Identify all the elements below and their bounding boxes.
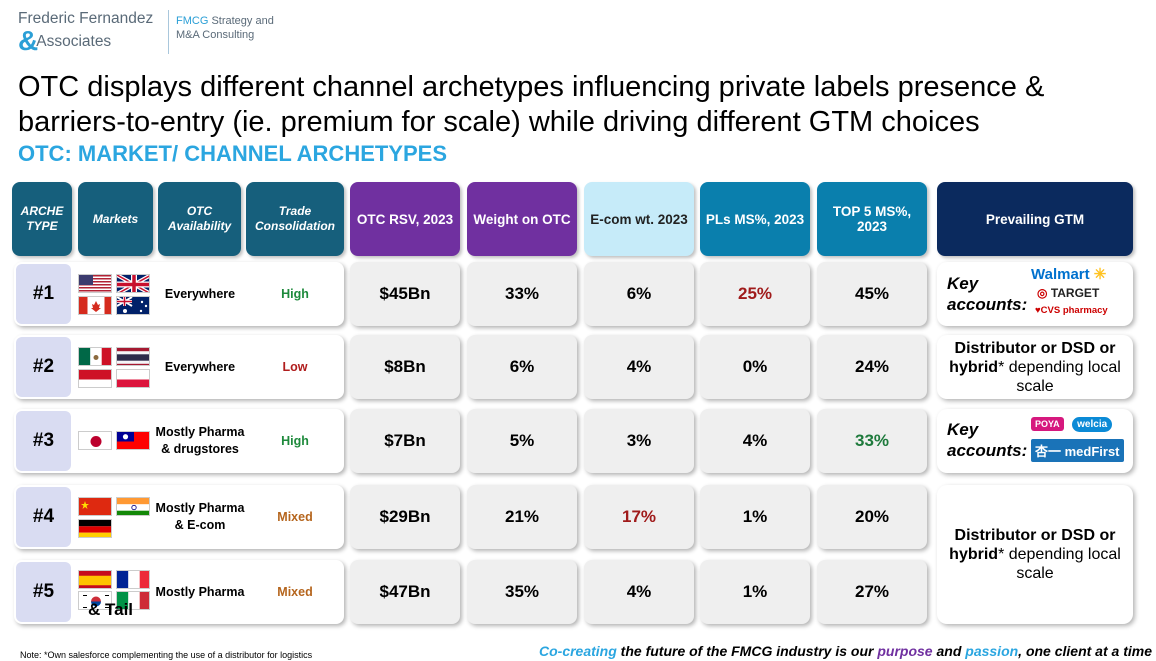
- header-gtm: Prevailing GTM: [937, 182, 1133, 256]
- gtm-bold-text: Distributor or DSD or hybrid: [949, 527, 1116, 563]
- pls-cell: 4%: [700, 409, 810, 473]
- header-pls: PLs MS%, 2023: [700, 182, 810, 256]
- top5-cell: 24%: [817, 335, 927, 399]
- medfirst-logo: 杏一 medFirst: [1031, 439, 1124, 462]
- row-2-archetype: #2 Everywhere Low: [14, 335, 344, 399]
- consolidation-value: High: [281, 434, 309, 448]
- row-4-archetype: #4 Mostly Pharma & E-com Mixed: [14, 485, 344, 549]
- india-flag-icon: [116, 497, 150, 516]
- consolidation-value: Mixed: [277, 585, 313, 599]
- logo-name-line1: Frederic Fernandez: [18, 10, 154, 27]
- walmart-logo: Walmart ✳: [1031, 266, 1107, 283]
- footnote: Note: *Own salesforce complementing the …: [20, 650, 313, 660]
- pls-cell: 1%: [700, 560, 810, 624]
- key-accounts-label: Key accounts:: [947, 420, 1028, 460]
- archetype-number: #4: [16, 487, 71, 547]
- rsv-cell: $45Bn: [350, 262, 460, 326]
- availability-value: Mostly Pharma: [155, 584, 245, 599]
- germany-flag-icon: [78, 519, 112, 538]
- logo-tag-line1: Strategy and: [208, 15, 274, 27]
- gtm-rest-text: * depending local scale: [998, 358, 1121, 395]
- page-subtitle: OTC: MARKET/ CHANNEL ARCHETYPES: [18, 141, 448, 166]
- logo-name-line2: Associates: [36, 33, 112, 50]
- spain-flag-icon: [78, 570, 112, 589]
- header-availability: OTC Availability: [158, 182, 241, 256]
- gtm-row-2: Distributor or DSD or hybrid* depending …: [937, 335, 1133, 399]
- ecom-cell: 3%: [584, 409, 694, 473]
- logo-ampersand: &: [18, 25, 39, 56]
- us-flag-icon: [78, 274, 112, 293]
- header-archetype: ARCHE TYPE: [12, 182, 72, 256]
- gtm-row-4-5: Distributor or DSD or hybrid* depending …: [937, 485, 1133, 624]
- target-logo: ◎ TARGET: [1037, 286, 1100, 300]
- france-flag-icon: [116, 570, 150, 589]
- archetype-number: #3: [16, 411, 71, 471]
- page-title: OTC displays different channel archetype…: [18, 71, 1045, 138]
- italy-flag-icon: [116, 591, 150, 610]
- archetype-number: #5: [16, 562, 71, 622]
- consolidation-value: Low: [282, 360, 308, 374]
- weight-cell: 35%: [467, 560, 577, 624]
- korea-flag-icon: [78, 591, 112, 610]
- availability-value: Everywhere: [164, 359, 236, 374]
- uk-flag-icon: [116, 274, 150, 293]
- footer-slogan: Co-creating the future of the FMCG indus…: [539, 643, 1152, 659]
- pls-cell: 0%: [700, 335, 810, 399]
- archetype-number: #2: [16, 337, 71, 397]
- canada-flag-icon: [78, 296, 112, 315]
- top5-cell: 45%: [817, 262, 927, 326]
- header-top5: TOP 5 MS%, 2023: [817, 182, 927, 256]
- rsv-cell: $47Bn: [350, 560, 460, 624]
- ecom-cell: 4%: [584, 335, 694, 399]
- top5-cell: 33%: [817, 409, 927, 473]
- header-markets: Markets: [78, 182, 153, 256]
- top5-cell: 20%: [817, 485, 927, 549]
- logo-tag-line2: M&A Consulting: [176, 29, 255, 41]
- taiwan-flag-icon: [116, 431, 150, 450]
- row-5-archetype: #5 & Tail Mostly Pharma Mixed: [14, 560, 344, 624]
- header-rsv: OTC RSV, 2023: [350, 182, 460, 256]
- weight-cell: 5%: [467, 409, 577, 473]
- gtm-row-3: Key accounts: POYA welcia 杏一 medFirst: [937, 409, 1133, 473]
- cvs-logo: ♥CVS pharmacy: [1035, 305, 1108, 316]
- mexico-flag-icon: [78, 347, 112, 366]
- pls-cell: 25%: [700, 262, 810, 326]
- tail-label: & Tail: [88, 600, 134, 619]
- header-ecom: E-com wt. 2023: [584, 182, 694, 256]
- logo-divider: [168, 10, 169, 54]
- ecom-cell: 17%: [584, 485, 694, 549]
- weight-cell: 6%: [467, 335, 577, 399]
- japan-flag-icon: [78, 431, 112, 450]
- consolidation-value: High: [281, 287, 309, 301]
- gtm-rest-text: * depending local scale: [998, 546, 1121, 582]
- rsv-cell: $8Bn: [350, 335, 460, 399]
- key-accounts-label: Key accounts:: [947, 274, 1028, 314]
- availability-value: Everywhere: [164, 286, 236, 301]
- ecom-cell: 6%: [584, 262, 694, 326]
- china-flag-icon: [78, 497, 112, 516]
- top5-cell: 27%: [817, 560, 927, 624]
- consolidation-value: Mixed: [277, 510, 313, 524]
- ecom-cell: 4%: [584, 560, 694, 624]
- row-1-archetype: #1 Everywhere High: [14, 262, 344, 326]
- poland-flag-icon: [116, 369, 150, 388]
- weight-cell: 33%: [467, 262, 577, 326]
- gtm-bold-text: Distributor or DSD or hybrid: [949, 339, 1116, 376]
- thailand-flag-icon: [116, 347, 150, 366]
- availability-value: Mostly Pharma & drugstores: [155, 425, 245, 456]
- gtm-row-1: Key accounts: Walmart ✳ ◎ TARGET ♥CVS ph…: [937, 262, 1133, 326]
- archetype-number: #1: [16, 264, 71, 324]
- row-3-archetype: #3 Mostly Pharma & drugstores High: [14, 409, 344, 473]
- indonesia-flag-icon: [78, 369, 112, 388]
- pls-cell: 1%: [700, 485, 810, 549]
- rsv-cell: $29Bn: [350, 485, 460, 549]
- rsv-cell: $7Bn: [350, 409, 460, 473]
- header-consolidation: Trade Consolidation: [246, 182, 344, 256]
- logo-tag-highlight: FMCG: [176, 15, 209, 27]
- header-weight: Weight on OTC: [467, 182, 577, 256]
- availability-value: Mostly Pharma & E-com: [155, 501, 245, 532]
- weight-cell: 21%: [467, 485, 577, 549]
- poya-welcia-logos: POYA welcia: [1031, 414, 1127, 436]
- australia-flag-icon: [116, 296, 150, 315]
